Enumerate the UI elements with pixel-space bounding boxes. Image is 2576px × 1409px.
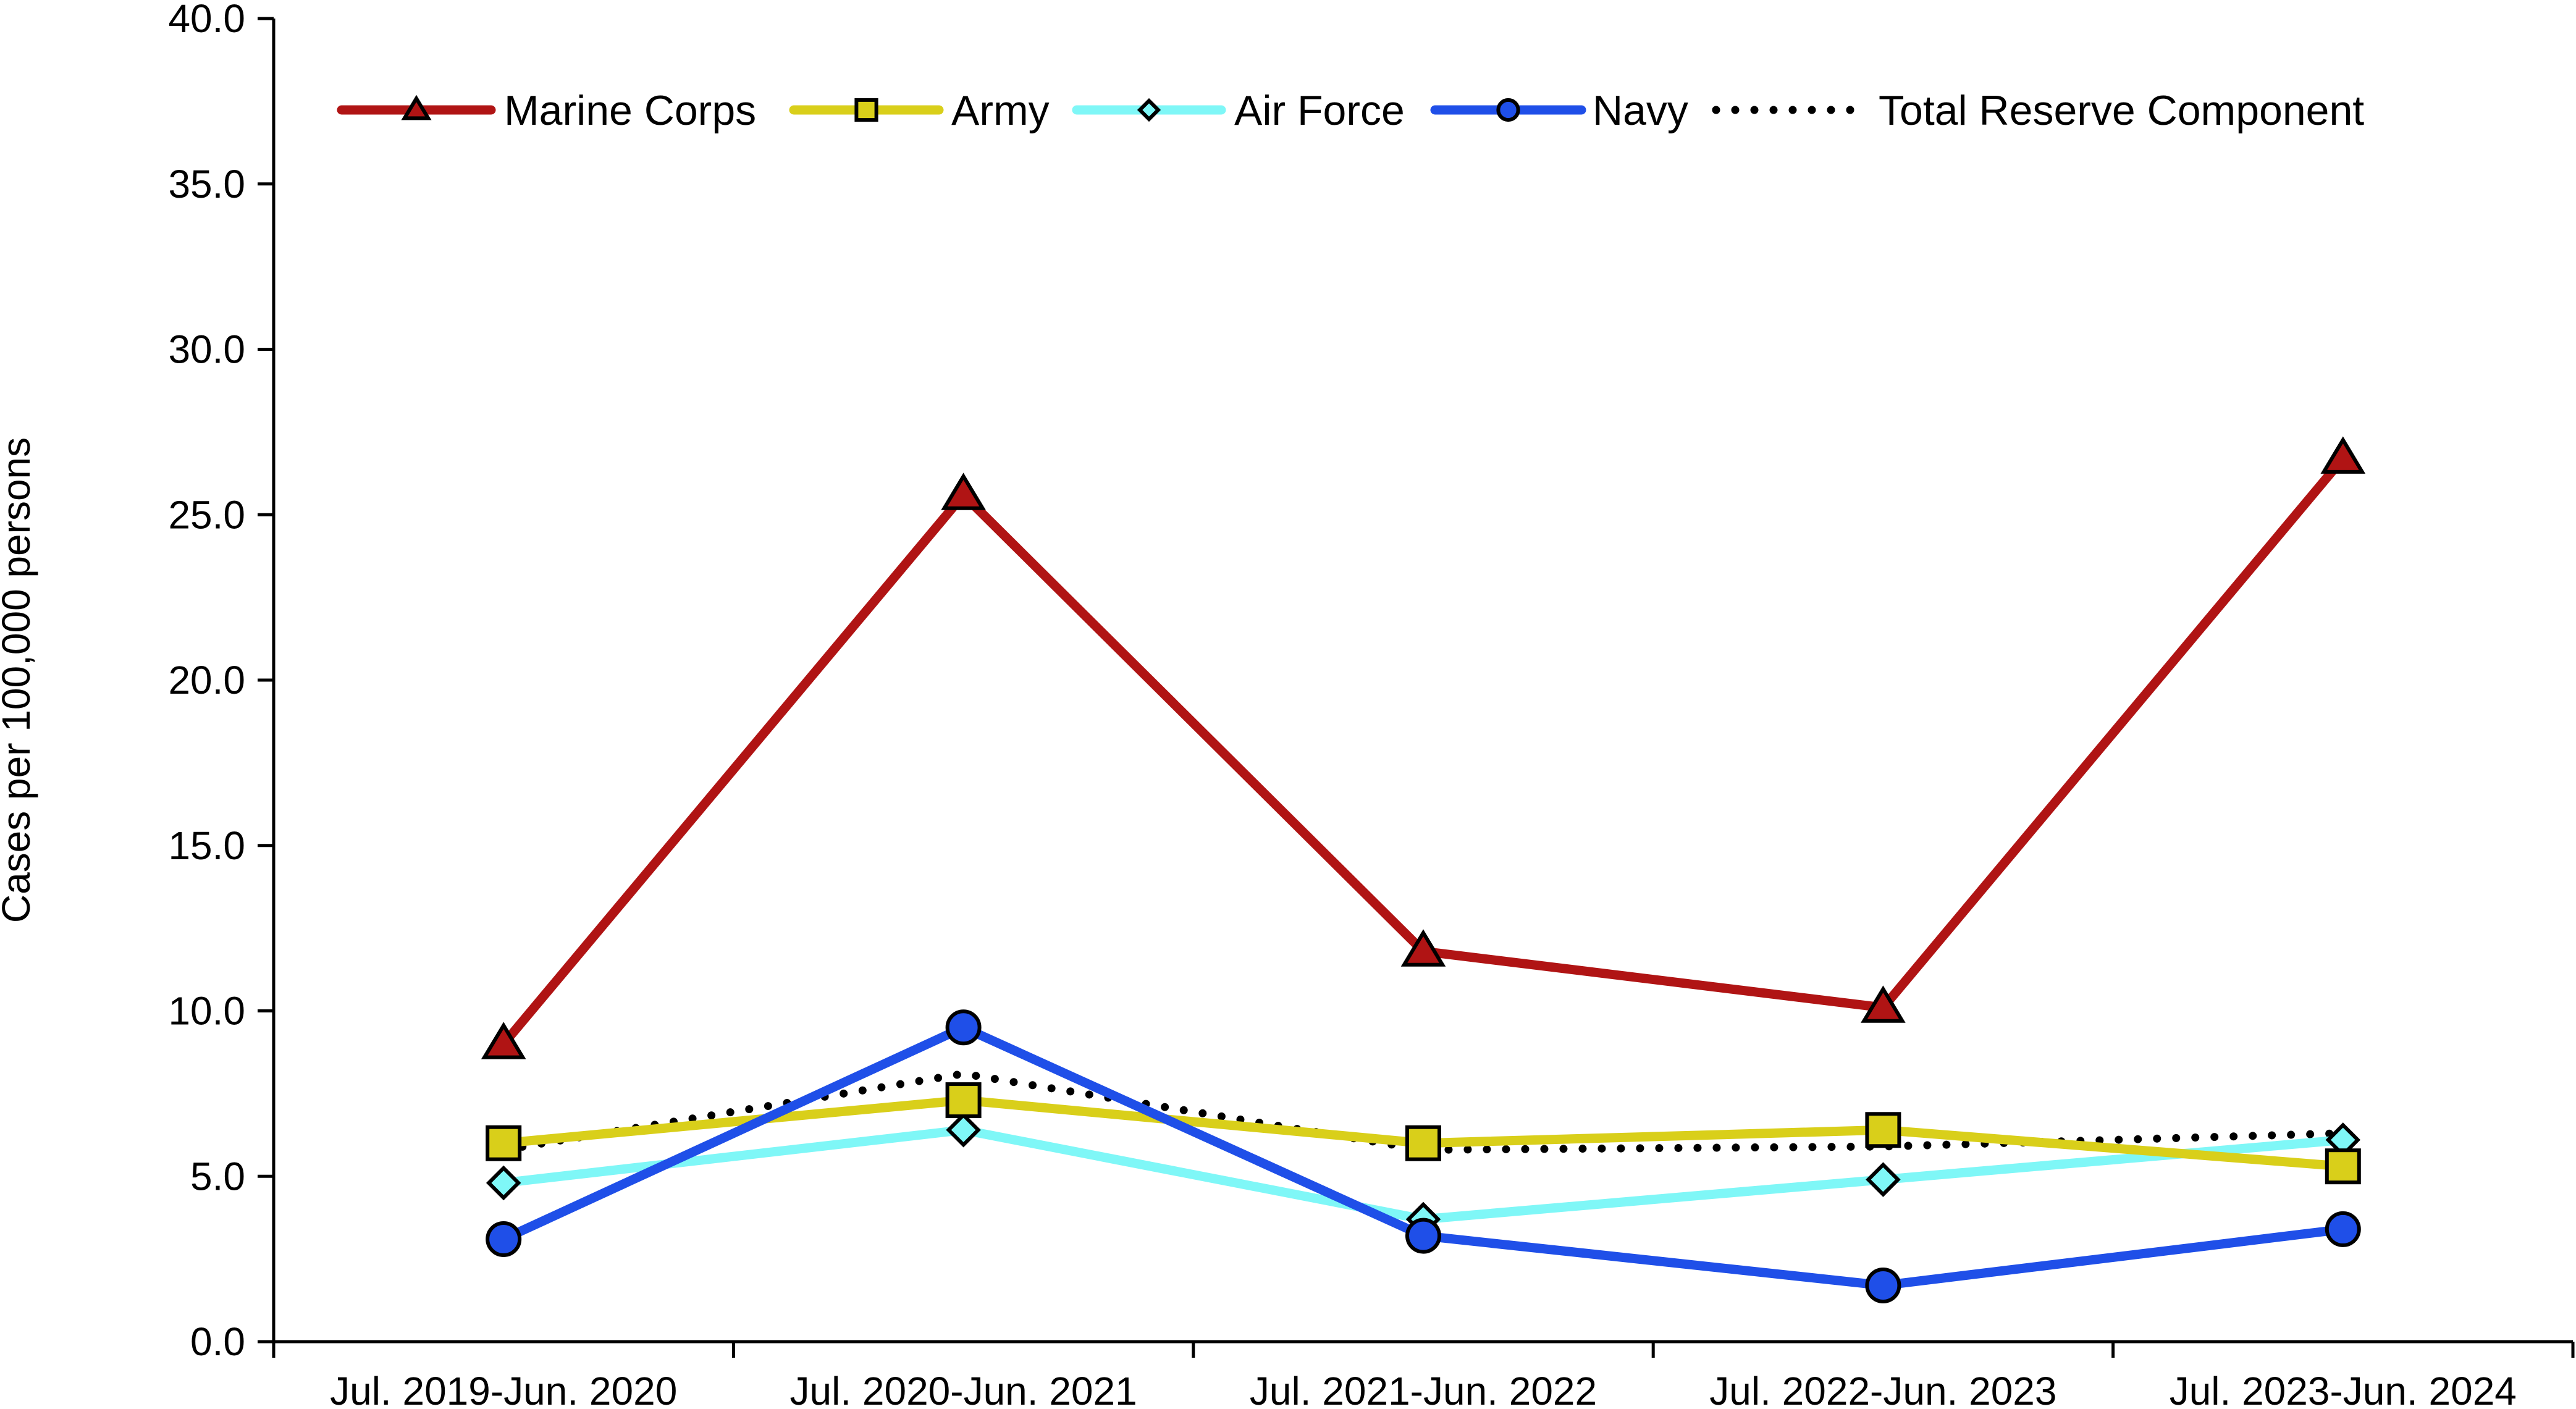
data-point-navy — [486, 1221, 522, 1257]
y-tick-label: 30.0 — [168, 327, 245, 372]
y-tick-label: 10.0 — [168, 989, 245, 1033]
data-point-navy — [1865, 1267, 1901, 1303]
legend-marker-army — [854, 98, 878, 122]
y-ticks: 0.0 5.0 10.0 15.0 20.0 25.0 30.0 35.0 40.0 — [168, 0, 274, 1364]
y-tick-label: 15.0 — [168, 823, 245, 868]
x-tick-label: Jul. 2022-Jun. 2023 — [1709, 1369, 2056, 1409]
legend-item-army: Army — [789, 87, 1050, 134]
series-army — [486, 1082, 2361, 1185]
legend-label-total-reserve-component: Total Reserve Component — [1879, 87, 2364, 134]
y-tick-label: 20.0 — [168, 658, 245, 702]
data-point-air-force — [1866, 1162, 1901, 1197]
data-point-marine-corps — [1400, 929, 1446, 967]
data-point-air-force — [946, 1112, 981, 1148]
series-marine-corps — [481, 436, 2366, 1059]
legend-label-navy: Navy — [1593, 87, 1688, 134]
x-tick-label: Jul. 2019-Jun. 2020 — [330, 1369, 677, 1409]
data-point-air-force — [486, 1165, 521, 1201]
legend-item-total-reserve-component: Total Reserve Component — [1712, 87, 2364, 134]
data-point-marine-corps — [2320, 436, 2366, 474]
legend-label-air-force: Air Force — [1234, 87, 1405, 134]
data-point-army — [1865, 1112, 1901, 1148]
legend-marker-navy — [1496, 98, 1520, 122]
data-point-army — [486, 1125, 522, 1161]
data-point-army — [1405, 1125, 1441, 1161]
y-tick-label: 25.0 — [168, 492, 245, 537]
y-tick-label: 5.0 — [190, 1154, 245, 1198]
legend-item-marine-corps: Marine Corps — [337, 87, 756, 134]
data-point-navy — [945, 1009, 982, 1046]
series-layer — [481, 436, 2366, 1303]
legend-item-air-force: Air Force — [1072, 87, 1405, 134]
x-ticks: Jul. 2019-Jun. 2020 Jul. 2020-Jun. 2021 Ju… — [272, 1342, 2575, 1409]
data-point-army — [2325, 1148, 2361, 1185]
data-point-army — [945, 1082, 982, 1119]
legend-item-navy: Navy — [1430, 87, 1688, 134]
x-tick-label: Jul. 2020-Jun. 2021 — [790, 1369, 1137, 1409]
legend-label-army: Army — [951, 87, 1050, 134]
data-point-navy — [2325, 1211, 2361, 1247]
data-point-marine-corps — [941, 473, 986, 510]
data-point-navy — [1405, 1218, 1441, 1254]
y-tick-label: 40.0 — [168, 0, 245, 41]
legend-marker-air-force — [1137, 98, 1161, 122]
y-tick-label: 0.0 — [190, 1319, 245, 1364]
x-tick-label: Jul. 2023-Jun. 2024 — [2170, 1369, 2517, 1409]
series-navy — [486, 1009, 2361, 1303]
data-point-marine-corps — [481, 1022, 526, 1059]
legend-label-marine-corps: Marine Corps — [504, 87, 756, 134]
legend-marker-marine-corps — [401, 95, 432, 120]
x-tick-label: Jul. 2021-Jun. 2022 — [1250, 1369, 1597, 1409]
y-axis-title: Cases per 100,000 persons — [0, 437, 38, 923]
data-point-marine-corps — [1861, 985, 1906, 1023]
y-tick-label: 35.0 — [168, 162, 245, 206]
legend: Marine Corps Army Air Force Navy Total Reser… — [337, 87, 2364, 134]
